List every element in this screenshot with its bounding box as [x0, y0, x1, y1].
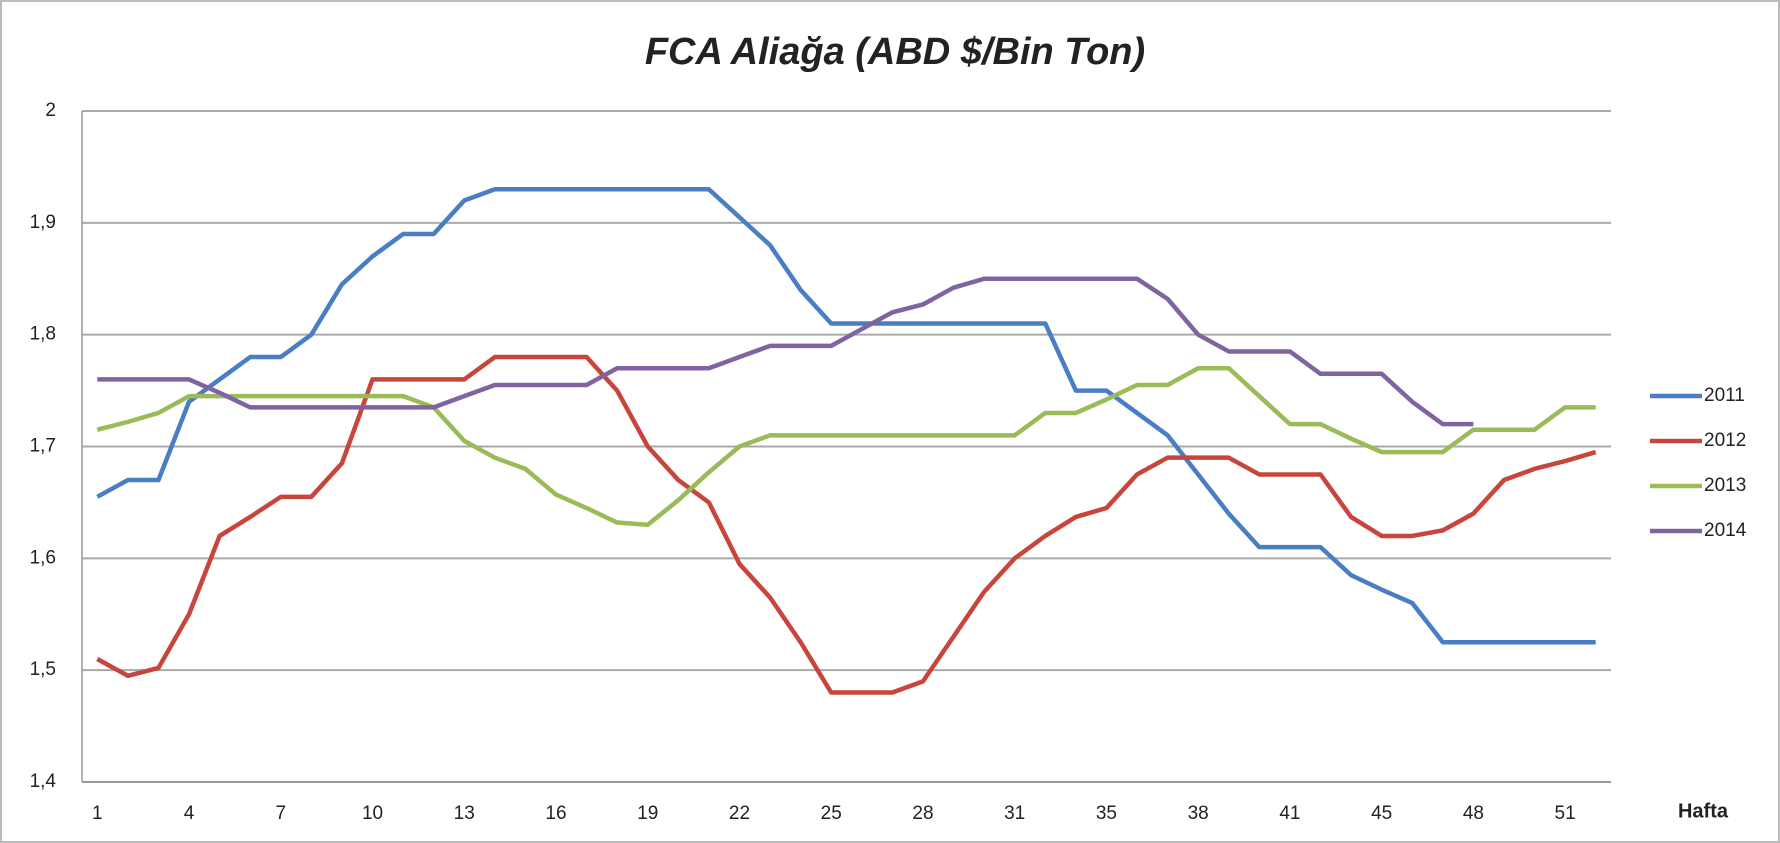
x-tick-label: 1 — [92, 803, 103, 824]
x-tick-label: 51 — [1555, 803, 1576, 824]
x-tick-label: 38 — [1188, 803, 1209, 824]
x-tick-label: 28 — [912, 803, 933, 824]
series-line — [96, 354, 1597, 695]
x-tick-label: 31 — [1004, 803, 1025, 824]
series-line — [96, 187, 1596, 645]
x-tick-label: 25 — [821, 803, 842, 824]
x-tick-label: 48 — [1463, 803, 1484, 824]
x-tick-label: 45 — [1371, 803, 1392, 824]
legend-label: 2011 — [1704, 385, 1745, 406]
y-tick-label: 1,8 — [30, 324, 56, 345]
legend-label: 2012 — [1704, 430, 1746, 451]
legend-label: 2014 — [1704, 520, 1747, 541]
x-tick-label: 41 — [1279, 803, 1300, 824]
series-line — [97, 276, 1474, 427]
chart-title: FCA Aliağa (ABD $/Bin Ton) — [645, 31, 1145, 73]
series-line — [96, 365, 1596, 528]
x-tick-label: 22 — [729, 803, 750, 824]
x-tick-label: 13 — [454, 803, 475, 824]
x-tick-label: 19 — [637, 803, 658, 824]
x-axis-label: Hafta — [1678, 800, 1729, 822]
y-tick-label: 1,4 — [30, 771, 57, 792]
legend-label: 2013 — [1704, 475, 1746, 496]
x-tick-label: 7 — [275, 803, 286, 824]
y-tick-label: 1,9 — [30, 212, 56, 233]
x-tick-label: 35 — [1096, 803, 1117, 824]
x-tick-label: 16 — [545, 803, 566, 824]
y-tick-label: 1,7 — [30, 436, 56, 457]
y-tick-label: 1,5 — [30, 659, 56, 680]
y-tick-label: 1,6 — [30, 547, 56, 568]
x-tick-label: 10 — [362, 803, 383, 824]
y-tick-label: 2 — [45, 100, 56, 121]
x-tick-label: 4 — [184, 803, 195, 824]
